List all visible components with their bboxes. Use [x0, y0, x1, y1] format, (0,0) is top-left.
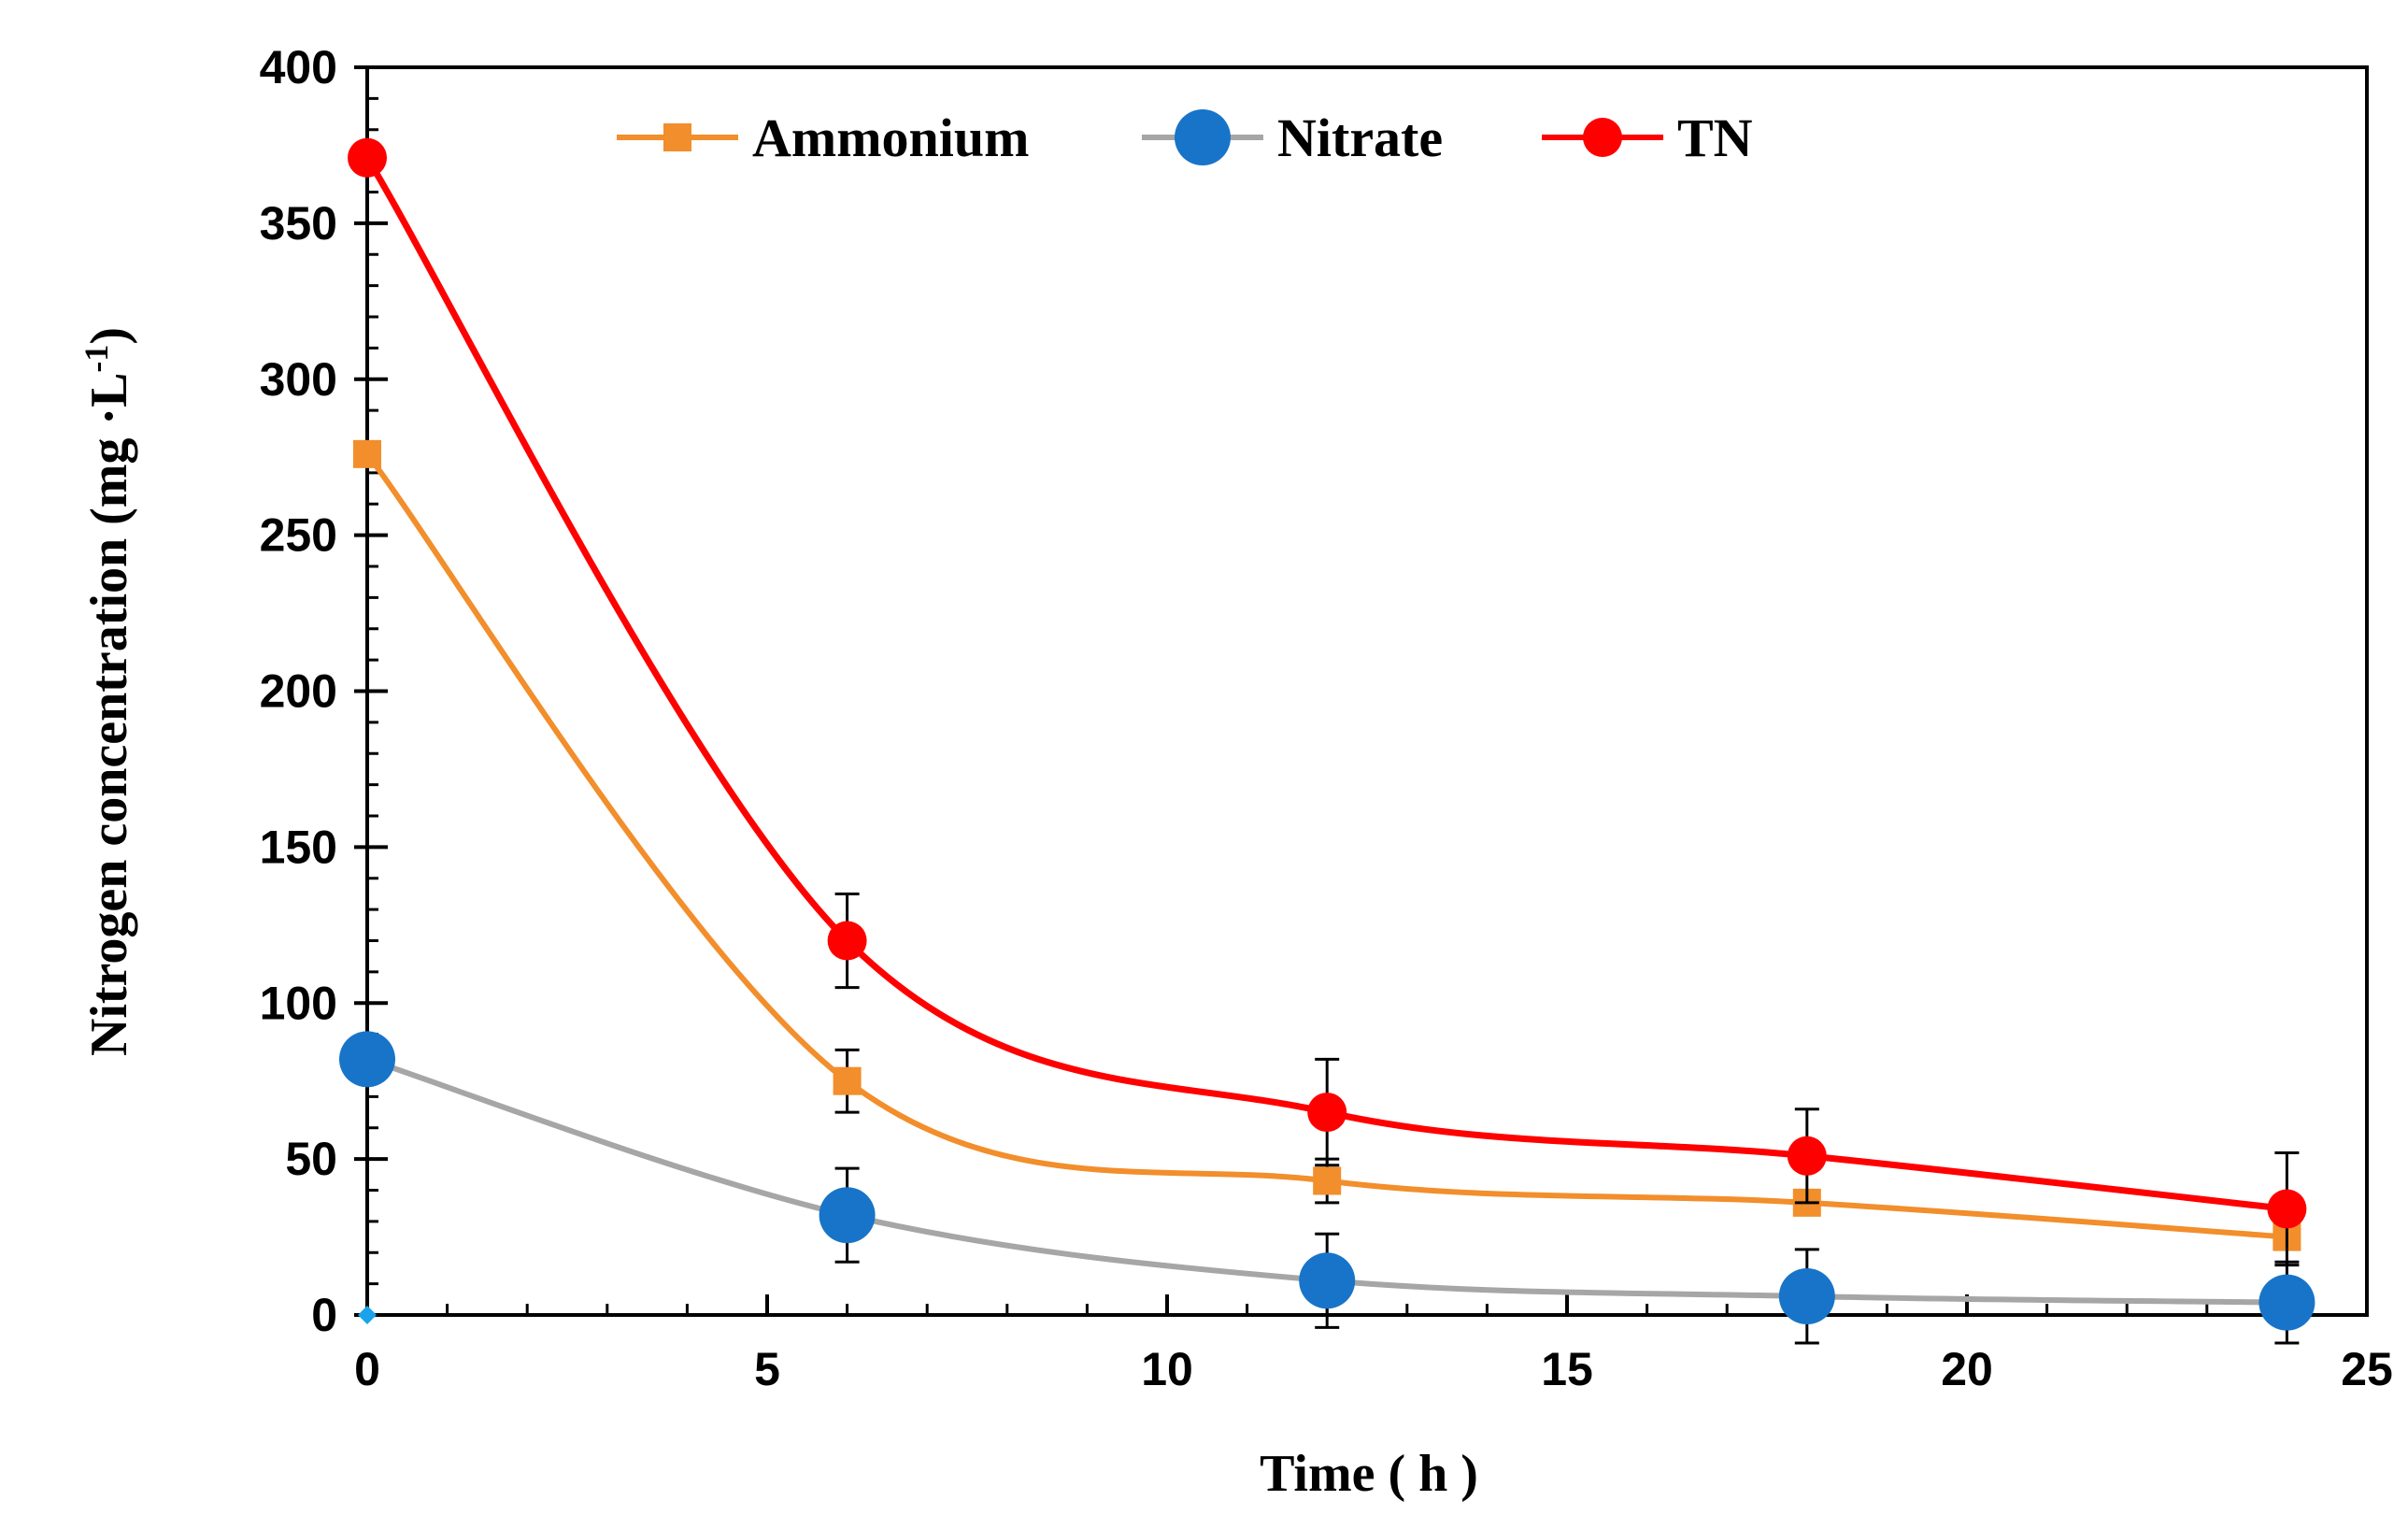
data-point-nitrate: [339, 1031, 395, 1088]
y-tick-label: 50: [285, 1133, 337, 1185]
y-tick-label: 400: [260, 41, 337, 93]
y-axis-title-close: ): [80, 327, 138, 345]
data-point-nitrate: [1778, 1267, 1835, 1324]
y-tick-label: 350: [260, 197, 337, 250]
y-tick-label: 150: [260, 821, 337, 873]
legend-entry-ammonium: Ammonium: [617, 107, 1029, 168]
data-point-ammonium: [353, 439, 381, 468]
legend-label: Nitrate: [1277, 107, 1443, 168]
x-tick-label: 0: [354, 1343, 380, 1395]
y-tick-label: 0: [311, 1289, 337, 1341]
y-axis-title-main: Nitrogen concentration (mg ·L: [80, 373, 138, 1057]
y-tick-label: 250: [260, 509, 337, 562]
legend-swatch-marker: [1583, 118, 1622, 157]
x-tick-label: 25: [2341, 1343, 2393, 1395]
data-point-tn: [1787, 1136, 1827, 1176]
data-point-ammonium: [833, 1066, 862, 1095]
series-tn: [348, 137, 2307, 1267]
y-tick-label: 100: [260, 977, 337, 1029]
y-tick-label: 200: [260, 665, 337, 718]
legend-swatch-marker: [663, 123, 691, 151]
legend-label: TN: [1677, 107, 1753, 168]
data-point-tn: [2267, 1189, 2307, 1229]
labels-layer: Time ( h ) Nitrogen concentration (mg ·L…: [78, 327, 1478, 1503]
series-layer: [339, 137, 2315, 1345]
legend-entry-nitrate: Nitrate: [1142, 107, 1443, 168]
series-nitrate: [339, 1031, 2315, 1345]
data-point-nitrate: [1299, 1252, 1356, 1309]
x-tick-label: 20: [1941, 1343, 1993, 1395]
x-tick-label: 15: [1541, 1343, 1593, 1395]
y-axis-title: Nitrogen concentration (mg ·L-1): [78, 327, 138, 1056]
x-tick-label: 5: [754, 1343, 780, 1395]
plot-area: [365, 65, 2369, 1317]
data-point-tn: [348, 137, 387, 178]
origin-marker: [358, 1306, 377, 1324]
data-point-tn: [1307, 1093, 1347, 1133]
series-line-ammonium: [364, 452, 2287, 1240]
data-point-ammonium: [1313, 1166, 1342, 1195]
legend-label: Ammonium: [752, 107, 1029, 168]
x-axis-title: Time ( h ): [1260, 1445, 1478, 1503]
legend: Ammonium Nitrate TN: [617, 107, 1753, 168]
y-tick-label: 300: [260, 353, 337, 406]
legend-swatch-marker: [1175, 109, 1231, 165]
legend-entry-tn: TN: [1542, 107, 1753, 168]
y-axis-title-superscript: -1: [78, 345, 115, 373]
series-line-tn: [364, 155, 2287, 1213]
data-point-nitrate: [2258, 1274, 2315, 1331]
x-tick-label: 10: [1141, 1343, 1193, 1395]
data-point-tn: [827, 921, 867, 961]
data-point-nitrate: [819, 1187, 876, 1244]
